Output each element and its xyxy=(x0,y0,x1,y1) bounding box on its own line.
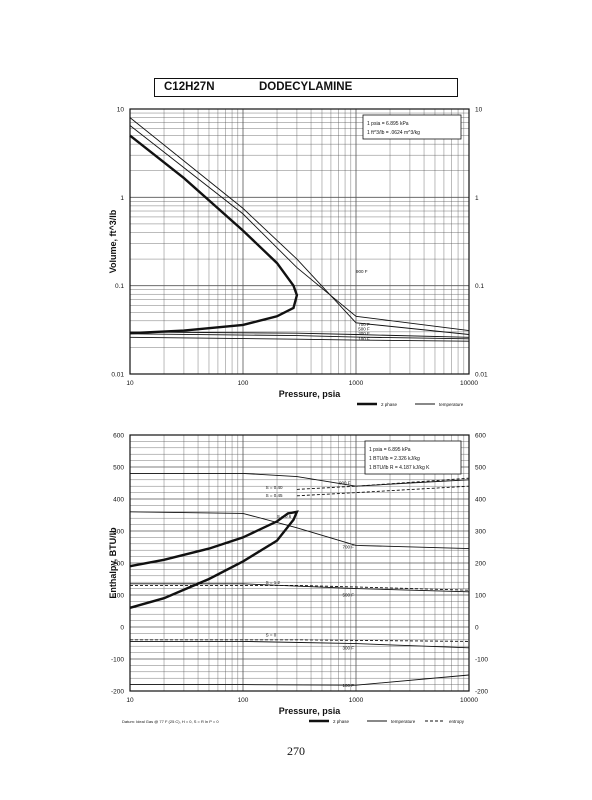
chart1-y-tick-label-right: 1 xyxy=(475,195,479,202)
chart2-y-tick-label-right: 600 xyxy=(475,433,486,440)
chart1-x-tick-label: 1000 xyxy=(349,380,364,387)
chart1-curve-label-500-f: 500 F xyxy=(358,327,370,332)
chart1-y-axis-title: Volume, ft^3/lb xyxy=(108,209,118,273)
chart2-curve-label-s-0: S = 0 xyxy=(266,633,277,638)
chart2-curve-label-700-f: 700 F xyxy=(342,545,354,550)
chart1-series-500-f xyxy=(129,331,470,338)
chart2-info-line: 1 psia = 6.895 kPa xyxy=(369,447,411,453)
chart2-info-line: 1 BTU/lb = 2.326 kJ/kg xyxy=(369,456,420,462)
chart2-x-tick-label: 10000 xyxy=(460,697,478,704)
chart2-series-700-f xyxy=(129,511,470,550)
chart2-y-tick-label-right: 400 xyxy=(475,497,486,504)
chart2-y-axis-title: Enthalpy, BTU/lb xyxy=(108,527,118,599)
page-number: 270 xyxy=(287,744,305,758)
chart2-x-axis-title: Pressure, psia xyxy=(279,706,342,716)
chart1-series-300-f xyxy=(129,333,470,340)
chart2-series-500-f xyxy=(130,583,470,593)
chart2-series-2-phase xyxy=(129,510,299,609)
chart2-series-100-f xyxy=(130,674,470,686)
chart2-x-tick-label: 1000 xyxy=(349,697,364,704)
compound-name: DODECYLAMINE xyxy=(259,81,353,93)
chart2-y-tick-label-left: 200 xyxy=(113,561,124,568)
chart2-x-tick-label: 100 xyxy=(238,697,249,704)
chart2-y-tick-label-left: 0 xyxy=(120,625,124,632)
chart2-series-300-f xyxy=(130,640,470,649)
chart2-y-tick-label-right: 0 xyxy=(475,625,479,632)
chart2-curve-label-s-0-6: S = 0.6 xyxy=(277,514,292,519)
chart1-series-2-phase xyxy=(129,134,299,335)
chart2-plot-frame xyxy=(129,434,470,692)
chart2-info-line: 1 BTU/lb R = 4.187 kJ/kg K xyxy=(369,465,430,471)
chart1-curve-label-100-f: 100 F xyxy=(358,336,370,341)
chart1-x-axis-title: Pressure, psia xyxy=(279,389,342,399)
chart2-y-tick-label-right: 100 xyxy=(475,593,486,600)
chart1-info-box xyxy=(362,114,462,140)
chart1-x-tick-label: 10000 xyxy=(460,380,478,387)
chart2-curve-label-s-1-2: S = 1.2 xyxy=(266,580,281,585)
chart1-series-100-f xyxy=(129,336,470,342)
chart1-plot-frame xyxy=(129,108,470,375)
chart1-legend-label-2-phase: 2 phase xyxy=(381,402,398,407)
chart1-x-tick-label: 10 xyxy=(126,380,134,387)
chart1-curve-label-300-f: 300 F xyxy=(358,331,370,336)
chart2-curve-label-s-0-45: S = 0.45 xyxy=(266,493,283,498)
chart2-y-tick-label-right: -200 xyxy=(475,689,488,696)
chart2-footnote: Datum: Ideal Gas @ 77 F (25 C), H = 0, S… xyxy=(122,719,219,724)
chart1-x-tick-label: 100 xyxy=(238,380,249,387)
chart2-curve-label-300-f: 300 F xyxy=(342,645,354,650)
chart2-y-tick-label-right: 500 xyxy=(475,465,486,472)
chart2-y-tick-label-left: 400 xyxy=(113,497,124,504)
chart2-info-box xyxy=(364,440,462,475)
chart2-x-tick-label: 10 xyxy=(126,697,134,704)
chart2-series-s-1-2 xyxy=(130,584,470,591)
chart1-series-900-f xyxy=(129,125,470,332)
chart1-y-tick-label-left: 10 xyxy=(117,107,125,114)
compound-formula: C12H27N xyxy=(164,81,215,93)
chart1-y-tick-label-right: 0.01 xyxy=(475,372,488,379)
chart2-curve-label-s-0-40: S = 0.40 xyxy=(266,485,283,490)
chart2-y-tick-label-right: 300 xyxy=(475,529,486,536)
chart1-y-tick-label-left: 0.1 xyxy=(115,283,124,290)
chart1-series-700-f xyxy=(129,117,470,335)
chart-title-box: C12H27N DODECYLAMINE xyxy=(154,78,458,97)
chart1-info-line: 1 ft^3/lb = .0624 m^3/kg xyxy=(367,130,420,136)
chart2-y-tick-label-left: 100 xyxy=(113,593,124,600)
chart2-curve-label-100-f: 100 F xyxy=(342,683,354,688)
chart2-series-s-0 xyxy=(130,639,470,642)
chart2-curve-label-900-f: 900 F xyxy=(339,481,351,486)
chart1-curve-label-700-f: 700 F xyxy=(358,322,370,327)
chart2-y-tick-label-left: 300 xyxy=(113,529,124,536)
chart1-info-line: 1 psia = 6.895 kPa xyxy=(367,121,409,127)
chart2-series-900-f xyxy=(130,472,470,487)
chart2-y-tick-label-right: 200 xyxy=(475,561,486,568)
chart1-y-tick-label-right: 10 xyxy=(475,107,483,114)
chart1-legend-label-temperature: temperature xyxy=(439,402,464,407)
chart1-y-tick-label-left: 0.01 xyxy=(111,372,124,379)
chart2-y-tick-label-left: 500 xyxy=(113,465,124,472)
chart2-y-tick-label-left: 600 xyxy=(113,433,124,440)
chart1-y-tick-label-left: 1 xyxy=(120,195,124,202)
chart2-y-tick-label-right: -100 xyxy=(475,657,488,664)
chart2-y-tick-label-left: -100 xyxy=(111,657,124,664)
chart2-legend-label-2-phase: 2 phase xyxy=(333,719,350,724)
chart1-y-tick-label-right: 0.1 xyxy=(475,283,484,290)
chart2-legend-label-entropy: entropy xyxy=(449,719,465,724)
chart2-legend-label-temperature: temperature xyxy=(391,719,416,724)
chart2-y-tick-label-left: -200 xyxy=(111,689,124,696)
chart2-curve-label-500-f: 500 F xyxy=(342,593,354,598)
chart1-curve-label-900-f: 900 F xyxy=(356,269,368,274)
chart1-grid xyxy=(130,109,469,374)
